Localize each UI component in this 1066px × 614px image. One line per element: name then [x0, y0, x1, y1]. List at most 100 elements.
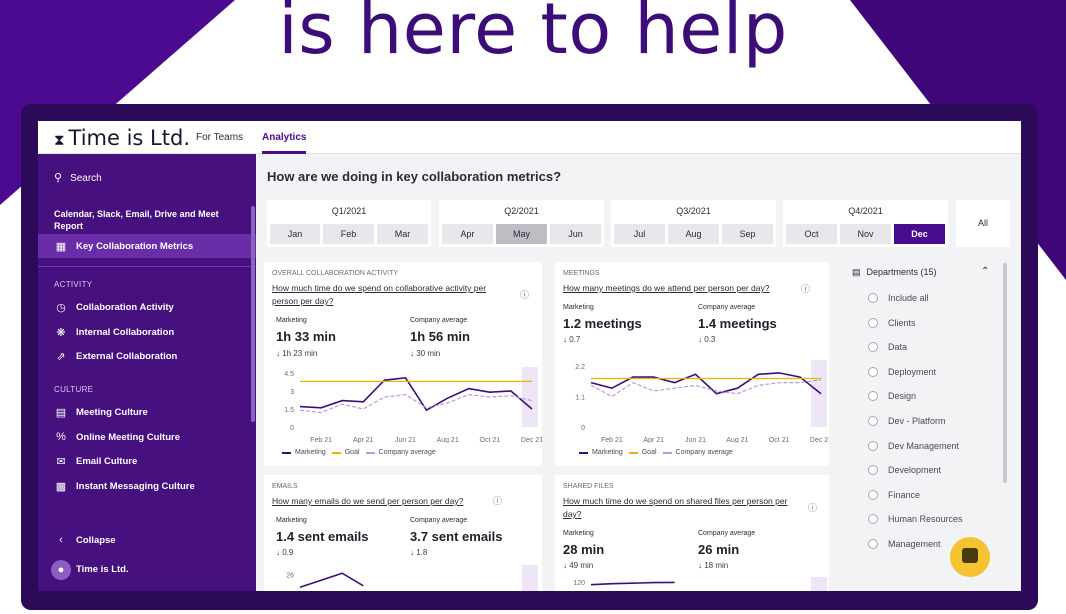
y-tick-label: 26: [286, 573, 294, 580]
sidebar-item-meeting-culture[interactable]: ▤ Meeting Culture: [54, 406, 148, 419]
department-option[interactable]: Management: [868, 539, 941, 549]
month-dec[interactable]: Dec: [894, 224, 945, 244]
legend-goal: Goal: [344, 449, 360, 456]
department-option[interactable]: Dev Management: [868, 440, 959, 451]
x-tick-label: Feb 21: [310, 437, 332, 443]
department-option[interactable]: Finance: [868, 489, 920, 500]
radio-button[interactable]: [868, 391, 878, 402]
marketing-delta: ↓ 0.9: [276, 548, 294, 557]
month-oct[interactable]: Oct: [786, 224, 837, 244]
sidebar-item-email-culture[interactable]: ✉ Email Culture: [54, 455, 137, 468]
nav-analytics[interactable]: Analytics: [262, 132, 307, 154]
nav-for-teams[interactable]: For Teams: [196, 132, 244, 143]
sidebar-item-online-meeting-culture[interactable]: % Online Meeting Culture: [54, 431, 180, 443]
card-eyebrow: OVERALL COLLABORATION ACTIVITY: [272, 270, 399, 277]
sidebar-item-label: Online Meeting Culture: [76, 431, 180, 443]
departments-scrollbar[interactable]: [1003, 263, 1007, 483]
month-jun[interactable]: Jun: [550, 224, 601, 244]
company-average-value: 3.7 sent emails: [410, 529, 503, 544]
app-logo[interactable]: ⧗ Time is Ltd.: [54, 126, 190, 150]
marketing-label: Marketing: [563, 530, 594, 537]
radio-button[interactable]: [868, 366, 878, 377]
departments-panel: ▤ Departments (15) ⌃ Include all Clients Da…: [848, 261, 1013, 591]
card-question[interactable]: How many meetings do we attend per perso…: [563, 283, 770, 293]
quarter-label: Q2/2021: [504, 206, 539, 216]
collapse-button[interactable]: ‹ Collapse: [54, 534, 115, 546]
month-jul[interactable]: Jul: [614, 224, 665, 244]
sidebar-item-label: Email Culture: [76, 456, 138, 467]
card-question[interactable]: How many emails do we send per person pe…: [272, 496, 464, 506]
card-eyebrow: SHARED FILES: [563, 483, 614, 490]
info-icon[interactable]: ⓘ: [808, 503, 818, 513]
sidebar-search[interactable]: ⚲ Search: [54, 171, 102, 184]
shared-files-chart: 120: [573, 577, 827, 591]
y-tick-label: 2.2: [575, 364, 585, 371]
marketing-label: Marketing: [276, 517, 307, 524]
all-button[interactable]: All: [956, 200, 1010, 247]
selected-period-band: [522, 367, 538, 427]
info-icon[interactable]: ⓘ: [520, 290, 530, 300]
sidebar-item-label: Meeting Culture: [76, 407, 148, 418]
sidebar-item-internal-collaboration[interactable]: ❋ Internal Collaboration: [54, 326, 174, 339]
avatar[interactable]: ●: [51, 560, 71, 580]
x-tick-label: Feb 21: [601, 437, 623, 443]
chart-legend: Marketing Goal Company average: [282, 449, 436, 456]
radio-button[interactable]: [868, 317, 878, 328]
quarter-q3: Q3/2021 Jul Aug Sep: [611, 200, 776, 247]
report-title: Calendar, Slack, Email, Drive and Meet R…: [54, 209, 219, 231]
card-question[interactable]: How much time do we spend on shared file…: [563, 496, 788, 519]
department-option[interactable]: Include all: [868, 293, 929, 303]
department-option[interactable]: Clients: [868, 317, 916, 328]
sidebar-item-key-collaboration-metrics[interactable]: ▦ Key Collaboration Metrics: [54, 240, 193, 253]
month-jan[interactable]: Jan: [270, 224, 320, 244]
department-option[interactable]: Human Resources: [868, 514, 963, 525]
month-nov[interactable]: Nov: [840, 224, 891, 244]
chevron-up-icon[interactable]: ⌃: [981, 266, 990, 277]
department-option[interactable]: Data: [868, 342, 907, 353]
month-apr[interactable]: Apr: [442, 224, 493, 244]
card-eyebrow: EMAILS: [272, 483, 298, 490]
month-aug[interactable]: Aug: [668, 224, 719, 244]
marketing-delta: ↓ 0.7: [563, 335, 581, 344]
radio-button[interactable]: [868, 293, 878, 303]
sidebar-item-collaboration-activity[interactable]: ◷ Collaboration Activity: [54, 301, 174, 314]
series-line-marketing: [299, 572, 364, 588]
card-emails: EMAILS How many emails do we send per pe…: [264, 475, 542, 591]
marketing-value: 1.4 sent emails: [276, 529, 369, 544]
radio-button[interactable]: [868, 539, 878, 549]
radio-button[interactable]: [868, 416, 878, 426]
departments-header[interactable]: ▤ Departments (15): [852, 267, 937, 278]
legend-company-average: Company average: [378, 449, 436, 456]
department-option[interactable]: Dev - Platform: [868, 416, 946, 426]
month-sep[interactable]: Sep: [722, 224, 773, 244]
sidebar-item-external-collaboration[interactable]: ⇗ External Collaboration: [54, 350, 177, 363]
sidebar-item-instant-messaging-culture[interactable]: ▩ Instant Messaging Culture: [54, 480, 195, 493]
radio-button[interactable]: [868, 465, 878, 476]
chat-launcher-button[interactable]: [950, 537, 990, 577]
department-option[interactable]: Deployment: [868, 366, 936, 377]
chat-icon: [962, 548, 978, 563]
quarter-label: Q1/2021: [331, 206, 367, 216]
x-tick-label: Aug 21: [726, 437, 748, 443]
radio-button[interactable]: [868, 440, 878, 451]
month-feb[interactable]: Feb: [323, 224, 374, 244]
card-question[interactable]: How much time do we spend on collaborati…: [272, 283, 487, 306]
department-option[interactable]: Design: [868, 391, 916, 402]
radio-button[interactable]: [868, 342, 878, 353]
logo-text: Time is Ltd.: [68, 126, 190, 150]
month-may[interactable]: May: [496, 224, 547, 244]
month-mar[interactable]: Mar: [377, 224, 428, 244]
radio-button[interactable]: [868, 514, 878, 525]
building-icon: ▤: [852, 267, 861, 277]
sidebar-scrollbar[interactable]: [251, 206, 255, 422]
user-name: Time is Ltd.: [76, 564, 129, 575]
series-line-marketing: [590, 372, 822, 395]
info-icon[interactable]: ⓘ: [801, 284, 811, 294]
department-option[interactable]: Development: [868, 465, 941, 476]
quarter-q4: Q4/2021 Oct Nov Dec: [783, 200, 948, 247]
x-tick-label: Dec 21: [810, 437, 829, 443]
radio-button[interactable]: [868, 489, 878, 500]
info-icon[interactable]: ⓘ: [493, 496, 503, 506]
collaboration-activity-chart: 0 1.5 3 4.5 Feb 21 Apr 21 Jun 21 Aug 21 Oct 21 De…: [284, 367, 542, 443]
calendar-icon: ▤: [55, 407, 67, 419]
